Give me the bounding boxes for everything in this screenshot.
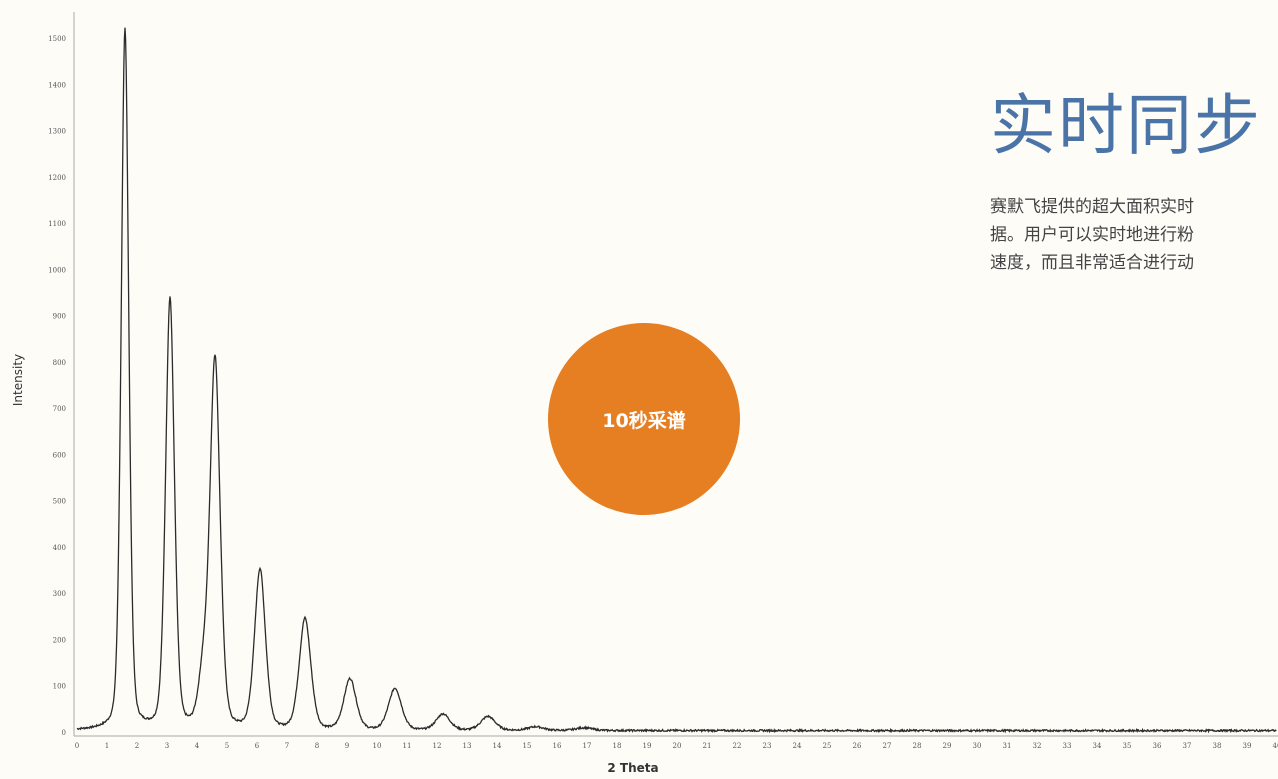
- description-line-1: 赛默飞提供的超大面积实时: [990, 197, 1194, 217]
- x-tick-label: 15: [523, 742, 532, 750]
- x-tick-label: 8: [315, 742, 319, 750]
- x-tick-label: 22: [733, 742, 742, 750]
- x-tick-label: 10: [373, 742, 382, 750]
- x-tick-label: 9: [345, 742, 349, 750]
- x-tick-label: 0: [75, 742, 79, 750]
- x-tick-label: 29: [943, 742, 952, 750]
- y-tick-label: 0: [62, 729, 66, 737]
- y-tick-label: 1100: [48, 220, 66, 228]
- x-tick-label: 28: [913, 742, 922, 750]
- x-tick-label: 4: [195, 742, 200, 750]
- y-tick-label: 300: [53, 590, 66, 598]
- x-tick-label: 33: [1063, 742, 1072, 750]
- description-line-3: 速度，而且非常适合进行动: [990, 253, 1194, 273]
- x-tick-label: 34: [1093, 742, 1102, 750]
- x-tick-label: 13: [463, 742, 472, 750]
- y-tick-label: 700: [53, 405, 66, 413]
- y-tick-label: 1300: [48, 128, 66, 136]
- x-tick-label: 17: [583, 742, 592, 750]
- x-tick-label: 24: [793, 742, 802, 750]
- x-tick-label: 35: [1123, 742, 1132, 750]
- x-tick-label: 37: [1183, 742, 1192, 750]
- x-tick-label: 25: [823, 742, 832, 750]
- x-tick-label: 1: [105, 742, 109, 750]
- x-tick-label: 40: [1273, 742, 1278, 750]
- y-tick-label: 1000: [48, 266, 66, 274]
- x-tick-label: 32: [1033, 742, 1042, 750]
- x-tick-label: 30: [973, 742, 982, 750]
- y-tick-label: 1200: [48, 174, 66, 182]
- x-tick-label: 20: [673, 742, 682, 750]
- y-tick-label: 600: [53, 451, 66, 459]
- x-tick-label: 39: [1243, 742, 1252, 750]
- y-tick-label: 500: [53, 498, 66, 506]
- x-tick-label: 16: [553, 742, 562, 750]
- chart-axes: [73, 12, 1278, 737]
- x-axis-title: 2 Theta: [607, 761, 658, 775]
- x-tick-label: 27: [883, 742, 892, 750]
- y-tick-label: 1400: [48, 81, 66, 89]
- x-tick-label: 14: [493, 742, 502, 750]
- x-tick-label: 31: [1003, 742, 1012, 750]
- y-tick-label: 100: [53, 683, 66, 691]
- y-tick-label: 1500: [48, 35, 66, 43]
- y-axis-title: Intensity: [11, 354, 25, 406]
- headline-title: 实时同步: [990, 87, 1262, 164]
- x-tick-label: 19: [643, 742, 652, 750]
- y-tick-labels: 0 100 200 300 400 500 600 700 800 900 1000 1100 1200…: [48, 35, 66, 737]
- y-tick-label: 200: [53, 636, 66, 644]
- x-tick-labels: 0 1 2 3 4 5 6 7 8 9 10 11 12 13 14 15 16 17 18 19 20 21 22 23 24…: [75, 742, 1278, 750]
- x-tick-label: 5: [225, 742, 229, 750]
- x-tick-label: 12: [433, 742, 442, 750]
- y-tick-label: 400: [53, 544, 66, 552]
- x-tick-label: 2: [135, 742, 139, 750]
- x-tick-label: 18: [613, 742, 622, 750]
- x-tick-label: 38: [1213, 742, 1222, 750]
- x-tick-label: 11: [403, 742, 412, 750]
- x-tick-label: 23: [763, 742, 772, 750]
- y-tick-label: 900: [53, 313, 66, 321]
- y-tick-label: 800: [53, 359, 66, 367]
- x-tick-label: 7: [285, 742, 289, 750]
- x-tick-label: 36: [1153, 742, 1162, 750]
- x-tick-label: 3: [165, 742, 169, 750]
- x-tick-label: 26: [853, 742, 862, 750]
- intensity-series-line: [76, 27, 1277, 734]
- x-tick-label: 6: [255, 742, 260, 750]
- description-line-2: 据。用户可以实时地进行粉: [990, 225, 1194, 245]
- scan-time-label: 10秒采谱: [602, 409, 686, 432]
- x-tick-label: 21: [703, 742, 712, 750]
- description-text: 赛默飞提供的超大面积实时 据。用户可以实时地进行粉 速度，而且非常适合进行动: [990, 193, 1278, 277]
- scan-time-badge: 10秒采谱: [548, 323, 740, 515]
